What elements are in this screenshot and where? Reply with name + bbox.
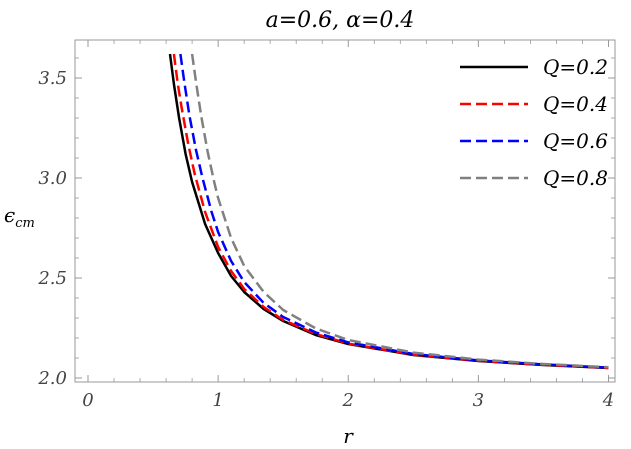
y-axis-label: ϵcm bbox=[4, 203, 35, 231]
axes bbox=[74, 39, 616, 383]
y-tick-label: 2.0 bbox=[37, 368, 67, 389]
series-line-4 bbox=[190, 53, 609, 369]
plot-frame bbox=[74, 39, 616, 383]
x-tick-label: 1 bbox=[212, 390, 223, 411]
legend-label-2: Q=0.4 bbox=[543, 92, 608, 116]
x-tick-label: 2 bbox=[342, 390, 354, 411]
legend-label-4: Q=0.8 bbox=[543, 166, 608, 190]
series-lines bbox=[168, 53, 609, 370]
ticks: 0 1 2 3 4 2.0 2.5 3.0 3.5 bbox=[37, 40, 615, 411]
x-tick-label: 4 bbox=[602, 390, 614, 411]
y-axis-label-sub: cm bbox=[15, 216, 35, 231]
y-tick-label: 3.0 bbox=[38, 168, 67, 189]
x-tick-label: 3 bbox=[473, 390, 484, 411]
legend-label-3: Q=0.6 bbox=[543, 129, 608, 153]
y-tick-label: 2.5 bbox=[37, 268, 67, 289]
y-tick-label: 3.5 bbox=[38, 68, 67, 89]
x-tick-label: 0 bbox=[82, 390, 93, 411]
legend-label-1: Q=0.2 bbox=[543, 55, 608, 79]
y-axis-label-main: ϵ bbox=[4, 203, 15, 227]
chart-title: a=0.6, α=0.4 bbox=[266, 8, 415, 33]
legend: Q=0.2 Q=0.4 Q=0.6 Q=0.8 bbox=[460, 55, 608, 190]
x-axis-label: r bbox=[343, 424, 354, 448]
